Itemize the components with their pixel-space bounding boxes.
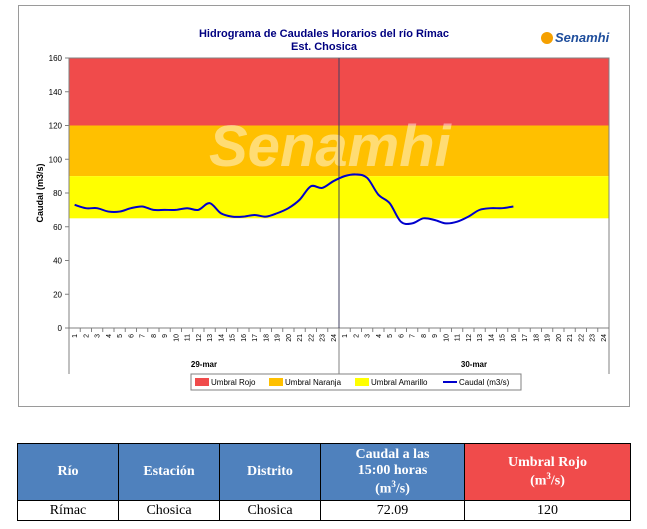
- x-tick-label: 6: [398, 334, 405, 338]
- x-tick-label: 15: [500, 334, 507, 342]
- x-tick-label: 5: [117, 334, 124, 338]
- x-tick-label: 14: [218, 334, 225, 342]
- x-tick-label: 17: [252, 334, 259, 342]
- header-rio: Río: [17, 443, 119, 501]
- x-tick-label: 12: [466, 334, 473, 342]
- chart-legend: Umbral Rojo Umbral Naranja Umbral Amarillo…: [190, 373, 522, 391]
- day-label: 30-mar: [461, 360, 487, 369]
- x-tick-label: 16: [241, 334, 248, 342]
- legend-label: Umbral Rojo: [211, 378, 256, 387]
- cell-caudal: 72.09: [320, 500, 465, 521]
- logo-text: Senamhi: [555, 30, 610, 45]
- y-axis-label: Caudal (m3/s): [35, 163, 45, 222]
- x-tick-label: 23: [320, 334, 327, 342]
- x-tick-label: 22: [308, 334, 315, 342]
- x-tick-label: 3: [95, 334, 102, 338]
- x-tick-label: 21: [297, 334, 304, 342]
- x-tick-label: 16: [511, 334, 518, 342]
- cell-estacion: Chosica: [118, 500, 220, 521]
- x-tick-label: 13: [477, 334, 484, 342]
- chart-frame: Senamhi 0 20 40 60 80 100 120 140 160 Caudal (m3/…: [18, 5, 630, 407]
- x-tick-label: 19: [275, 334, 282, 342]
- x-tick-label: 15: [230, 334, 237, 342]
- x-tick-label: 2: [83, 334, 90, 338]
- table-row: Rímac Chosica Chosica 72.09 120: [17, 500, 631, 521]
- x-tick-label: 1: [72, 334, 79, 338]
- x-tick-label: 1: [342, 334, 349, 338]
- x-tick-label: 18: [533, 334, 540, 342]
- x-tick-label: 18: [263, 334, 270, 342]
- day-label: 29-mar: [191, 360, 217, 369]
- legend-label: Caudal (m3/s): [459, 378, 510, 387]
- legend-label: Umbral Naranja: [285, 378, 342, 387]
- x-tick-label: 7: [140, 334, 147, 338]
- x-tick-label: 3: [365, 334, 372, 338]
- header-caudal: Caudal a las 15:00 horas (m3/s): [320, 443, 465, 501]
- x-tick-label: 9: [162, 334, 169, 338]
- series-caudal-line: [74, 173, 514, 226]
- x-tick-label: 10: [173, 334, 180, 342]
- x-tick-label: 5: [387, 334, 394, 338]
- y-tick-label: 20: [53, 290, 62, 299]
- header-estacion: Estación: [118, 443, 220, 501]
- x-tick-label: 19: [545, 334, 552, 342]
- x-tick-label: 9: [432, 334, 439, 338]
- y-tick-label: 80: [53, 189, 62, 198]
- cell-umbral: 120: [464, 500, 631, 521]
- y-tick-label: 60: [53, 223, 62, 232]
- x-tick-label: 8: [421, 334, 428, 338]
- x-tick-label: 17: [522, 334, 529, 342]
- x-tick-label: 4: [376, 334, 383, 338]
- table-header-row: Río Estación Distrito Caudal a las 15:00 …: [17, 443, 631, 501]
- x-tick-label: 21: [567, 334, 574, 342]
- header-umbral-rojo: Umbral Rojo (m3/s): [464, 443, 631, 501]
- x-tick-label: 13: [207, 334, 214, 342]
- x-tick-label: 23: [590, 334, 597, 342]
- senamhi-logo: Senamhi: [541, 30, 610, 45]
- x-tick-label: 20: [556, 334, 563, 342]
- y-tick-label: 120: [49, 122, 63, 131]
- x-tick-label: 12: [196, 334, 203, 342]
- x-tick-label: 24: [331, 334, 338, 342]
- x-tick-label: 20: [286, 334, 293, 342]
- x-tick-label: 14: [488, 334, 495, 342]
- x-tick-label: 11: [455, 334, 462, 341]
- cell-rio: Rímac: [17, 500, 119, 521]
- chart-subtitle: Est. Chosica: [291, 41, 358, 53]
- x-tick-label: 22: [578, 334, 585, 342]
- y-tick-label: 0: [58, 324, 63, 333]
- header-distrito: Distrito: [219, 443, 321, 501]
- legend-label: Umbral Amarillo: [371, 378, 428, 387]
- senamhi-watermark: Senamhi: [209, 114, 453, 179]
- x-tick-label: 7: [410, 334, 417, 338]
- y-tick-label: 40: [53, 257, 62, 266]
- x-tick-label: 24: [601, 334, 608, 342]
- watermark-text: Senamhi: [209, 114, 453, 179]
- flow-table: Río Estación Distrito Caudal a las 15:00 …: [17, 443, 631, 521]
- legend-swatch: [269, 378, 283, 386]
- x-tick-label: 8: [151, 334, 158, 338]
- chart-title: Hidrograma de Caudales Horarios del río …: [199, 28, 449, 40]
- y-tick-label: 140: [49, 88, 63, 97]
- cell-distrito: Chosica: [219, 500, 321, 521]
- y-tick-label: 160: [49, 54, 63, 63]
- legend-swatch: [355, 378, 369, 386]
- y-tick-label: 100: [49, 155, 63, 164]
- sun-icon: [541, 32, 553, 44]
- legend-swatch: [195, 378, 209, 386]
- x-tick-label: 10: [443, 334, 450, 342]
- x-tick-label: 11: [185, 334, 192, 341]
- x-tick-label: 6: [128, 334, 135, 338]
- x-tick-label: 2: [353, 334, 360, 338]
- x-tick-label: 4: [106, 334, 113, 338]
